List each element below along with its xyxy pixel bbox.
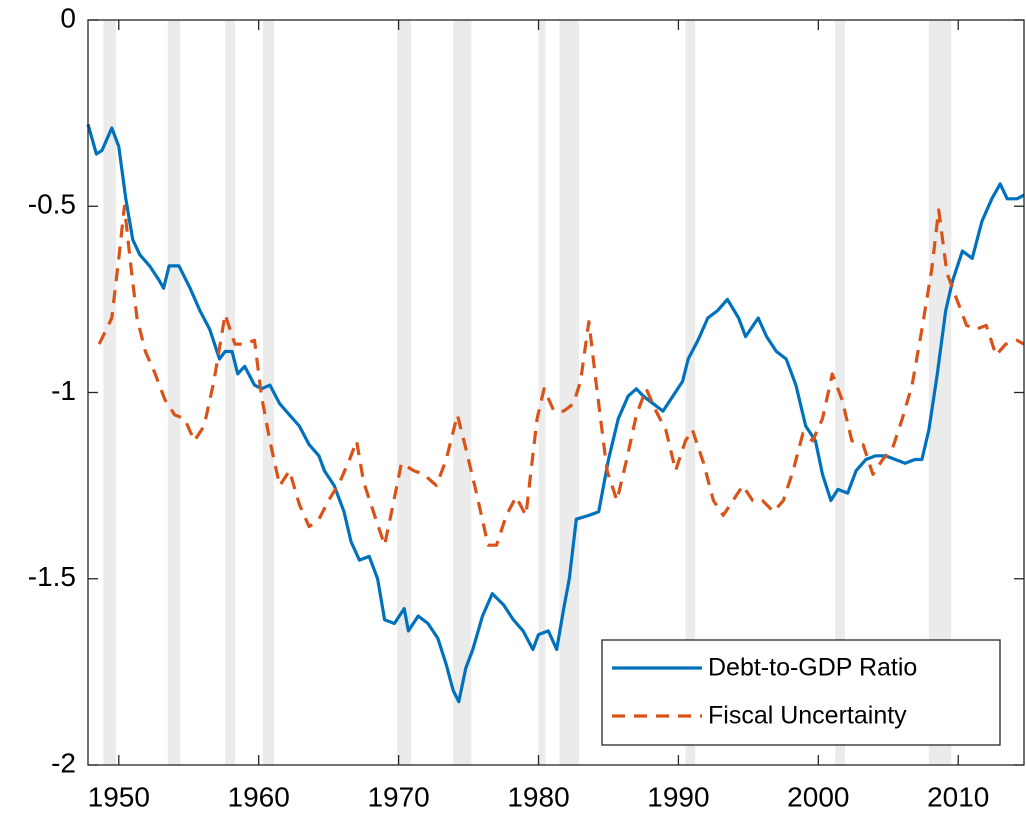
x-tick-label: 1970 [367,781,429,812]
recession-band [167,20,181,765]
x-tick-label: 1950 [88,781,150,812]
recession-band [559,20,580,765]
legend: Debt-to-GDP Ratio Fiscal Uncertainty [601,639,1001,746]
y-tick-label: -2 [51,747,76,778]
recession-band [453,20,472,765]
recession-band [685,20,696,765]
x-tick-label: 1960 [228,781,290,812]
y-tick-label: -1.5 [28,561,76,592]
plot-lines [86,123,1025,704]
legend-label: Fiscal Uncertainty [708,702,907,730]
x-tick-label: 1990 [647,781,709,812]
recession-band [262,20,275,765]
recession-band [103,20,116,765]
recession-band [928,20,952,765]
y-tick-label: -1 [51,375,76,406]
recession-band [397,20,412,765]
legend-box [601,639,1001,746]
x-tick-label: 1980 [507,781,569,812]
axes: -2 -1.5 -1 -0.5 0 1950 1960 1970 1980 1990 2000 201… [28,2,1025,812]
legend-label: Debt-to-GDP Ratio [708,654,917,682]
recession-band [225,20,235,765]
y-tick-label: -0.5 [28,189,76,220]
series-line [86,123,1025,704]
x-tick-label: 2000 [787,781,849,812]
series-line [97,204,1025,547]
x-tick-label: 2010 [927,781,989,812]
y-tick-label: 0 [60,2,76,33]
